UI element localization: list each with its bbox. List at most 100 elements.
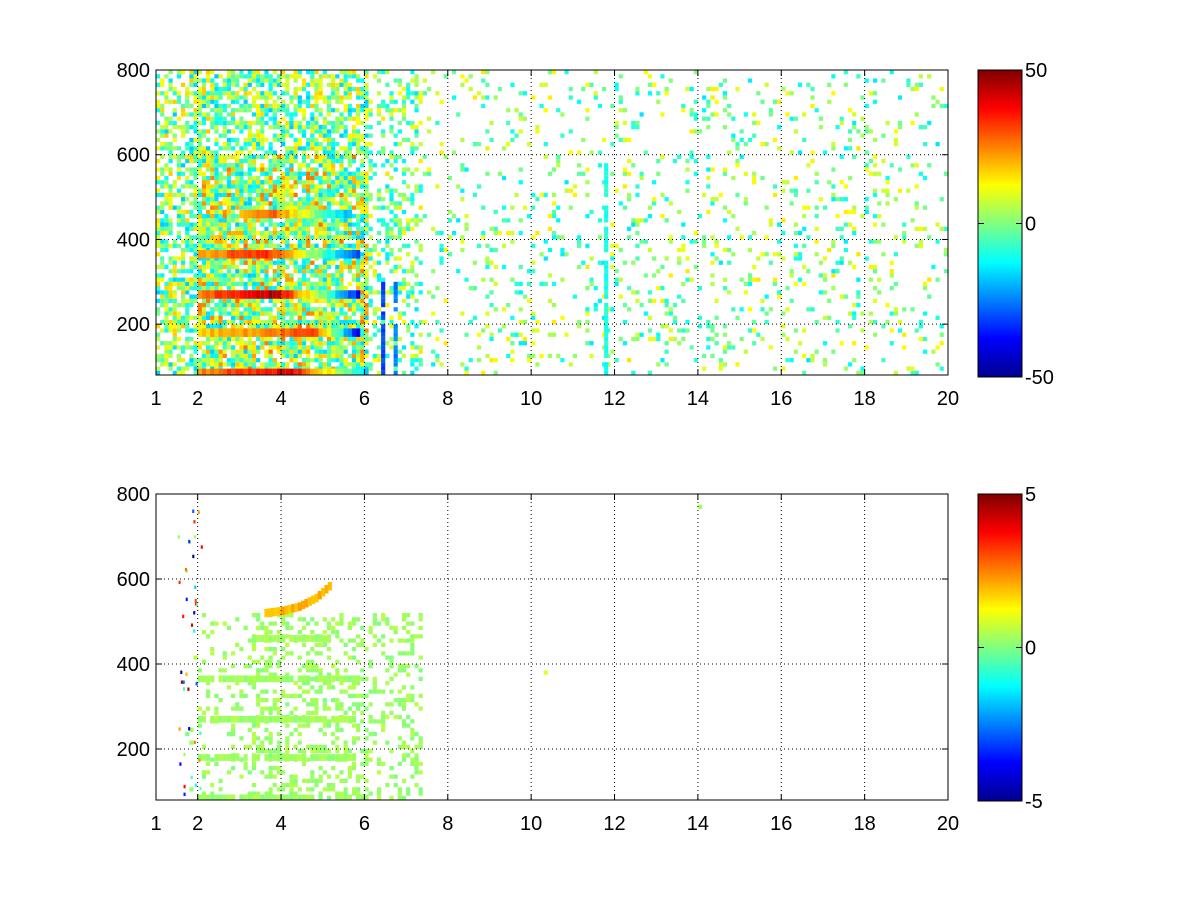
heatmap-cell xyxy=(156,264,161,270)
heatmap-cell xyxy=(839,256,844,261)
heatmap-cell xyxy=(385,239,390,244)
heatmap-cell xyxy=(493,307,498,312)
heatmap-cell xyxy=(514,290,519,295)
heatmap-cell xyxy=(872,154,878,159)
heatmap-cell xyxy=(239,336,244,342)
heatmap-cell xyxy=(293,150,298,155)
heatmap-cell xyxy=(318,163,323,168)
heatmap-cell xyxy=(235,218,240,223)
heatmap-cell xyxy=(406,252,411,257)
heatmap-cell xyxy=(268,171,273,176)
heatmap-cell xyxy=(168,116,173,121)
heatmap-cell xyxy=(172,315,177,320)
heatmap-cell xyxy=(276,184,282,189)
heatmap-cell xyxy=(381,129,386,134)
heatmap-cell xyxy=(431,269,436,274)
heatmap-cell xyxy=(356,286,361,291)
heatmap-cell xyxy=(893,142,898,147)
heatmap-cell xyxy=(331,311,336,316)
heatmap-cell xyxy=(218,341,223,346)
heatmap-cell xyxy=(385,260,390,265)
heatmap-cell xyxy=(268,82,273,87)
heatmap-cell xyxy=(197,362,202,367)
heatmap-cell xyxy=(276,264,282,270)
heatmap-cell xyxy=(243,311,248,316)
heatmap-cell xyxy=(239,345,244,350)
heatmap-cell xyxy=(318,192,323,198)
heatmap-cell xyxy=(226,269,232,274)
heatmap-cell xyxy=(314,125,319,130)
heatmap-cell xyxy=(251,222,257,227)
heatmap-cell xyxy=(364,201,369,206)
heatmap-cell xyxy=(868,264,873,270)
heatmap-cell xyxy=(343,82,348,87)
heatmap-cell xyxy=(306,154,311,159)
heatmap-cell xyxy=(777,222,782,227)
heatmap-cell xyxy=(168,171,173,176)
heatmap-cell xyxy=(631,260,636,265)
heatmap-cell xyxy=(860,116,865,121)
heatmap-cell xyxy=(260,222,265,227)
heatmap-cell xyxy=(201,269,207,274)
heatmap-cell xyxy=(214,260,219,265)
heatmap-cell xyxy=(856,277,861,282)
heatmap-cell xyxy=(222,273,227,278)
heatmap-cell xyxy=(201,154,207,159)
heatmap-cell xyxy=(560,358,565,363)
heatmap-cell xyxy=(335,158,340,164)
heatmap-cell xyxy=(172,281,177,287)
heatmap-cell xyxy=(256,197,261,202)
heatmap-cell xyxy=(539,281,544,287)
heatmap-cell xyxy=(602,315,607,320)
heatmap-cell xyxy=(822,150,828,155)
heatmap-cell xyxy=(285,273,290,278)
heatmap-cell xyxy=(314,171,319,176)
heatmap-cell xyxy=(351,345,357,350)
heatmap-cell xyxy=(247,180,252,185)
heatmap-cell xyxy=(297,345,302,350)
heatmap-cell xyxy=(656,269,661,274)
heatmap-cell xyxy=(356,358,361,363)
heatmap-cell xyxy=(376,197,382,202)
heatmap-cell xyxy=(351,129,357,134)
heatmap-cell xyxy=(222,197,227,202)
heatmap-cell xyxy=(943,247,948,253)
heatmap-cell xyxy=(410,286,415,291)
heatmap-cell xyxy=(197,277,202,282)
heatmap-cell xyxy=(939,197,944,202)
heatmap-cell xyxy=(927,277,932,282)
heatmap-cell xyxy=(297,86,302,92)
heatmap-cell xyxy=(693,171,698,176)
heatmap-cell xyxy=(210,226,215,231)
heatmap-cell xyxy=(310,112,315,117)
heatmap-cell xyxy=(201,112,207,117)
heatmap-cell xyxy=(497,230,502,236)
heatmap-cell xyxy=(231,218,236,223)
heatmap-cell xyxy=(176,328,182,333)
heatmap-cell xyxy=(343,129,348,134)
heatmap-cell xyxy=(239,95,244,100)
heatmap-cell xyxy=(389,175,394,181)
heatmap-cell xyxy=(210,150,215,155)
heatmap-cell xyxy=(189,192,194,198)
heatmap-cell xyxy=(393,366,398,371)
heatmap-cell xyxy=(251,230,257,236)
heatmap-cell xyxy=(893,137,898,143)
heatmap-cell xyxy=(722,95,728,100)
heatmap-cell xyxy=(231,260,236,265)
heatmap-cell xyxy=(214,273,219,278)
heatmap-cell xyxy=(156,345,161,350)
heatmap-cell xyxy=(218,226,223,231)
heatmap-cell xyxy=(164,294,169,299)
heatmap-cell xyxy=(239,116,244,121)
heatmap-cell xyxy=(268,358,273,363)
heatmap-cell xyxy=(276,243,282,248)
heatmap-cell xyxy=(197,120,202,126)
heatmap-cell xyxy=(322,167,327,172)
heatmap-cell xyxy=(593,286,598,291)
heatmap-cell xyxy=(243,260,248,265)
heatmap-cell xyxy=(176,154,182,159)
heatmap-cell xyxy=(714,243,719,248)
heatmap-cell xyxy=(201,86,207,92)
heatmap-cell xyxy=(326,120,332,126)
